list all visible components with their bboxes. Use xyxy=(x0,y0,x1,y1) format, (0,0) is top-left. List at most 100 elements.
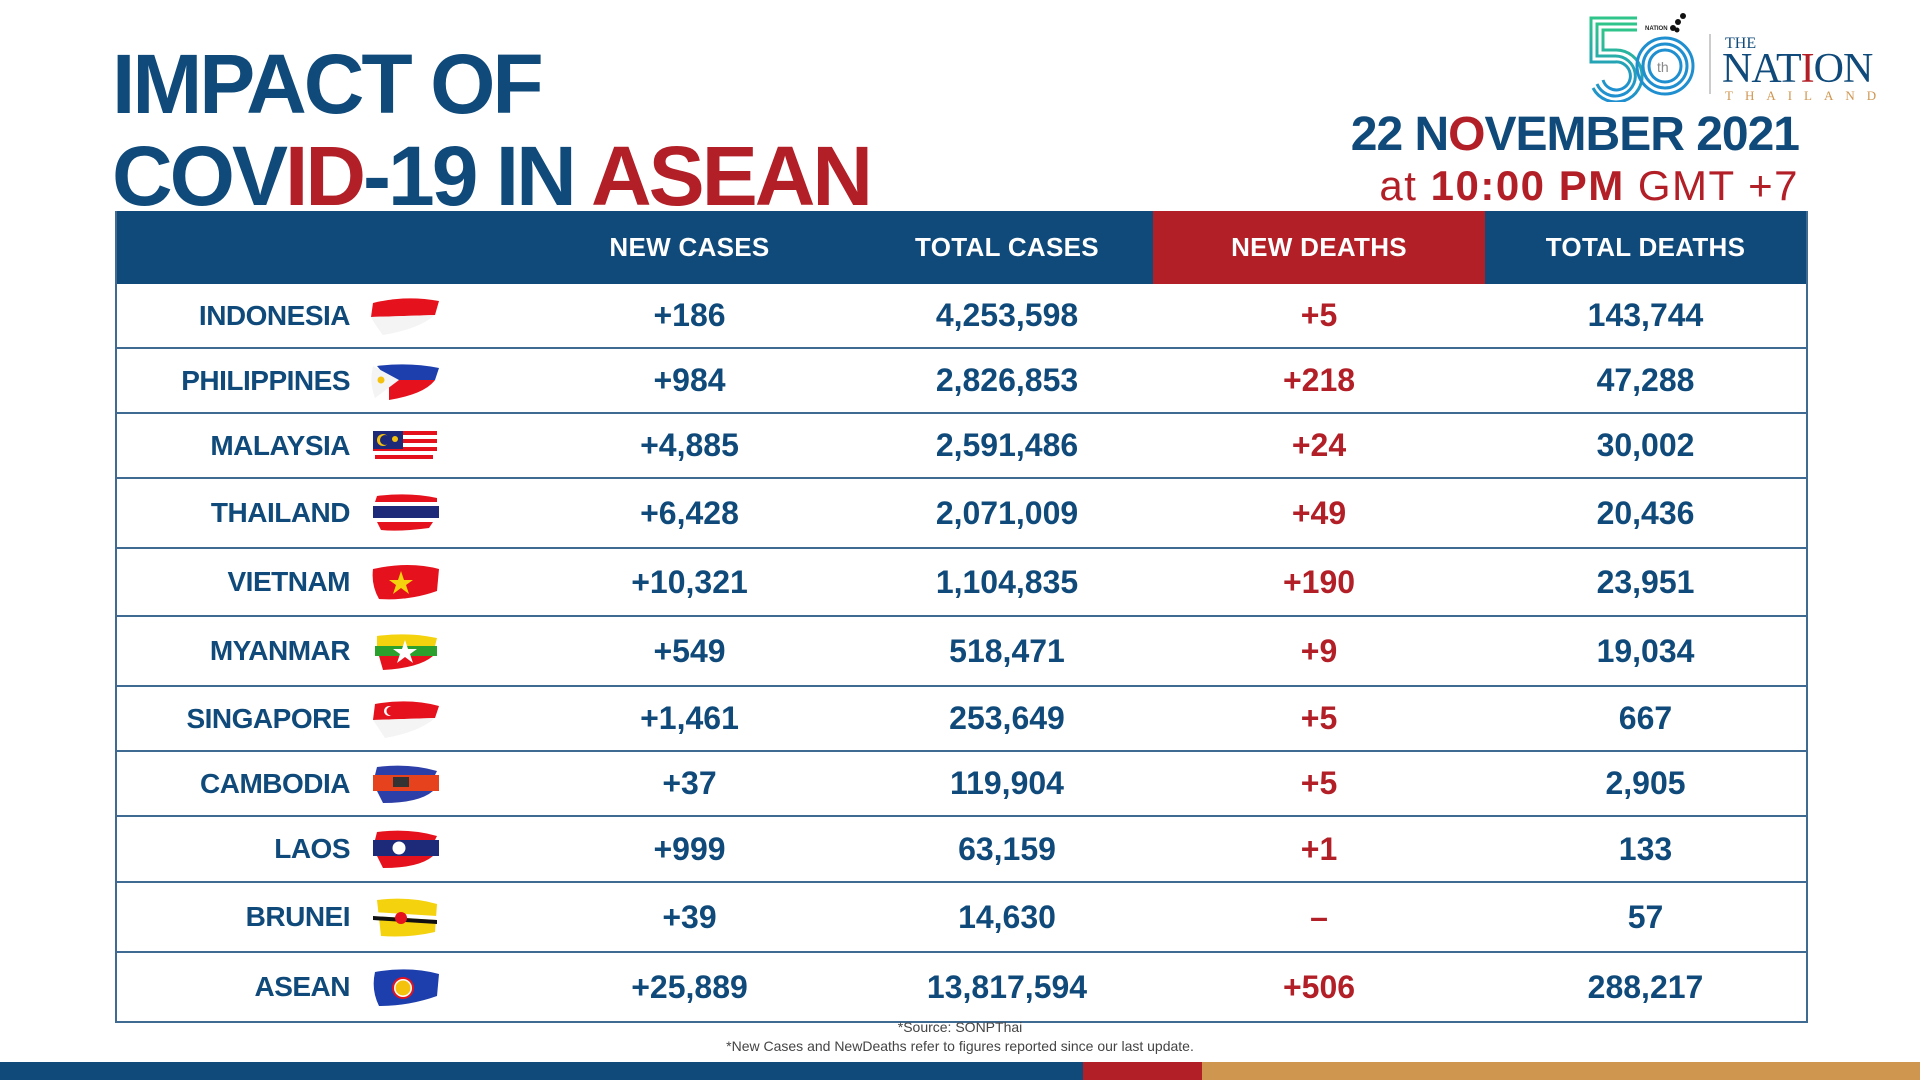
total-deaths-cell: 20,436 xyxy=(1596,494,1695,531)
page-title: IMPACT OF COVID-19 IN ASEAN xyxy=(112,37,873,223)
malaysia-flag-icon xyxy=(373,430,437,459)
time-zone: GMT +7 xyxy=(1624,162,1799,209)
new-deaths-cell: +190 xyxy=(1282,563,1356,600)
svg-text:THE: THE xyxy=(1725,35,1756,52)
total-cases-cell: 1,104,835 xyxy=(935,563,1079,600)
total-cases-cell: 63,159 xyxy=(958,830,1056,867)
date-rest: VEMBER 2021 xyxy=(1484,108,1800,161)
country-name: MYANMAR xyxy=(209,635,351,666)
new-deaths-cell: +506 xyxy=(1282,968,1356,1005)
header-country xyxy=(117,211,517,284)
title-line-2: COVID-19 IN ASEAN xyxy=(112,129,873,223)
header-new-deaths: NEW DEATHS xyxy=(1153,211,1485,284)
new-cases-cell: +549 xyxy=(653,632,726,669)
date-day: 22 N xyxy=(1350,108,1449,161)
new-cases-cell: +984 xyxy=(653,362,726,398)
country-name: SINGAPORE xyxy=(186,702,350,734)
indonesia-flag-icon xyxy=(371,297,439,335)
title-asean: ASEAN xyxy=(591,129,873,223)
total-cases-cell: 14,630 xyxy=(958,898,1056,935)
asean-flag-icon xyxy=(373,969,439,1006)
total-cases-cell: 2,591,486 xyxy=(935,427,1079,463)
time-at: at xyxy=(1379,162,1431,209)
table-row: INDONESIA +186 4,253,598 +5 143,744 xyxy=(117,284,1806,347)
new-deaths-cell: +5 xyxy=(1300,765,1338,801)
country-name: MALAYSIA xyxy=(210,429,350,461)
total-deaths-cell: 2,905 xyxy=(1605,765,1686,801)
table-row: MYANMAR +549 518,471 +9 19,034 xyxy=(117,615,1806,685)
report-date: 22 NOVEMBER 2021 at 10:00 PM GMT +7 xyxy=(1350,108,1800,210)
cambodia-flag-icon xyxy=(373,765,439,803)
svg-text:NATION: NATION xyxy=(1645,26,1668,32)
footer-bar-tan xyxy=(1202,1062,1920,1080)
footer-bar-red xyxy=(1083,1062,1202,1080)
table-row: SINGAPORE +1,461 253,649 +5 667 xyxy=(117,685,1806,750)
covid-stats-table: NEW CASES TOTAL CASES NEW DEATHS TOTAL D… xyxy=(115,211,1808,1023)
country-name: BRUNEI xyxy=(245,901,351,932)
new-deaths-cell: +5 xyxy=(1300,297,1338,333)
header-total-cases: TOTAL CASES xyxy=(915,232,1099,262)
country-name: VIETNAM xyxy=(227,566,351,597)
total-deaths-cell: 23,951 xyxy=(1596,563,1695,600)
source-note: *Source: SONPThai xyxy=(897,1019,1023,1035)
svg-text:th: th xyxy=(1657,59,1669,75)
philippines-flag-icon xyxy=(371,363,439,400)
total-deaths-cell: 288,217 xyxy=(1587,968,1704,1005)
table-row: ASEAN +25,889 13,817,594 +506 288,217 xyxy=(117,951,1806,1021)
title-line-1: IMPACT OF xyxy=(112,37,544,131)
nation-50th-logo-icon: th NATION THE NATION THAILAND xyxy=(1589,13,1888,104)
vietnam-flag-icon xyxy=(372,565,439,600)
myanmar-flag-icon xyxy=(375,634,437,670)
total-cases-cell: 253,649 xyxy=(949,700,1065,736)
total-cases-cell: 2,071,009 xyxy=(935,494,1079,531)
footer-bar-navy xyxy=(0,1062,1083,1080)
table-row: CAMBODIA +37 119,904 +5 2,905 xyxy=(117,750,1806,815)
title-text: -19 IN xyxy=(363,129,591,223)
new-cases-cell: +10,321 xyxy=(631,563,748,600)
country-name: CAMBODIA xyxy=(200,767,351,799)
svg-text:THAILAND: THAILAND xyxy=(1725,88,1888,102)
table-row: BRUNEI +39 14,630 – 57 xyxy=(117,881,1806,951)
new-deaths-cell: +24 xyxy=(1291,427,1347,463)
total-deaths-cell: 30,002 xyxy=(1596,427,1695,463)
total-deaths-cell: 47,288 xyxy=(1596,362,1695,398)
total-cases-cell: 119,904 xyxy=(950,765,1064,801)
new-deaths-cell: – xyxy=(1310,898,1328,935)
date-month-red: O xyxy=(1448,108,1485,161)
header-new-cases: NEW CASES xyxy=(609,232,770,262)
table-row: VIETNAM +10,321 1,104,835 +190 23,951 xyxy=(117,547,1806,615)
total-deaths-cell: 19,034 xyxy=(1596,632,1695,669)
table-row: LAOS +999 63,159 +1 133 xyxy=(117,815,1806,881)
new-cases-cell: +1,461 xyxy=(640,700,739,736)
new-deaths-cell: +49 xyxy=(1291,494,1347,531)
total-deaths-cell: 667 xyxy=(1618,700,1673,736)
thailand-flag-icon xyxy=(373,494,439,531)
country-name: LAOS xyxy=(274,833,350,864)
total-cases-cell: 2,826,853 xyxy=(935,362,1079,398)
new-cases-cell: +999 xyxy=(653,830,726,867)
table-body: INDONESIA +186 4,253,598 +5 143,744 PHILIPPIN… xyxy=(117,284,1806,1021)
new-deaths-cell: +218 xyxy=(1282,362,1356,398)
total-deaths-cell: 57 xyxy=(1627,898,1664,935)
new-cases-cell: +39 xyxy=(662,898,717,935)
table-row: THAILAND +6,428 2,071,009 +49 20,436 xyxy=(117,477,1806,547)
total-cases-cell: 13,817,594 xyxy=(926,968,1088,1005)
footnotes: *Source: SONPThai *New Cases and NewDeat… xyxy=(0,1018,1920,1056)
country-name: ASEAN xyxy=(254,971,350,1002)
new-cases-cell: +4,885 xyxy=(640,427,739,463)
new-cases-cell: +186 xyxy=(653,297,726,333)
table-header: NEW CASES TOTAL CASES NEW DEATHS TOTAL D… xyxy=(117,211,1806,284)
laos-flag-icon xyxy=(373,830,439,868)
title-text: COV xyxy=(112,129,288,223)
total-deaths-cell: 143,744 xyxy=(1587,297,1704,333)
header-total-deaths: TOTAL DEATHS xyxy=(1545,232,1746,262)
country-name: INDONESIA xyxy=(198,299,351,331)
new-deaths-cell: +1 xyxy=(1300,830,1338,867)
new-deaths-cell: +9 xyxy=(1300,632,1338,669)
time-line: at 10:00 PM GMT +7 xyxy=(1351,162,1799,210)
definition-note: *New Cases and NewDeaths refer to figure… xyxy=(726,1038,1194,1054)
country-name: THAILAND xyxy=(210,497,351,528)
date-line: 22 NOVEMBER 2021 xyxy=(1350,108,1800,162)
total-cases-cell: 4,253,598 xyxy=(935,297,1079,333)
new-cases-cell: +25,889 xyxy=(631,968,748,1005)
